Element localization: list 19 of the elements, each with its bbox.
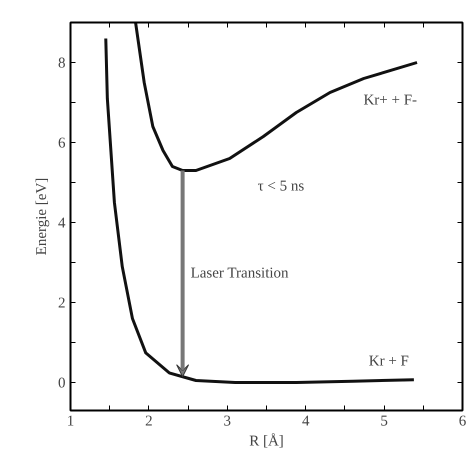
- line-series: [134, 22, 419, 172]
- annotation: Kr+ + F-: [363, 92, 418, 108]
- y-tick-label: 6: [58, 136, 66, 152]
- y-tick-label: 2: [58, 296, 66, 312]
- x-axis-title: R [Å]: [249, 432, 284, 450]
- line-series: [104, 37, 416, 384]
- y-tick-label: 4: [58, 216, 66, 232]
- x-tick-label: 1: [66, 414, 74, 430]
- x-tick-label: 3: [224, 414, 232, 430]
- y-axis-title: Energie [eV]: [34, 178, 50, 256]
- annotation: Kr + F: [368, 354, 409, 370]
- annotation: Laser Transition: [190, 266, 290, 282]
- x-tick-label: 6: [458, 414, 467, 430]
- x-tick-label: 4: [302, 414, 310, 430]
- y-tick-label: 8: [58, 56, 66, 72]
- x-tick-label: 5: [380, 414, 388, 430]
- y-tick-label: 0: [58, 376, 66, 392]
- x-tick-label: 2: [145, 414, 153, 430]
- annotation: τ < 5 ns: [258, 178, 304, 194]
